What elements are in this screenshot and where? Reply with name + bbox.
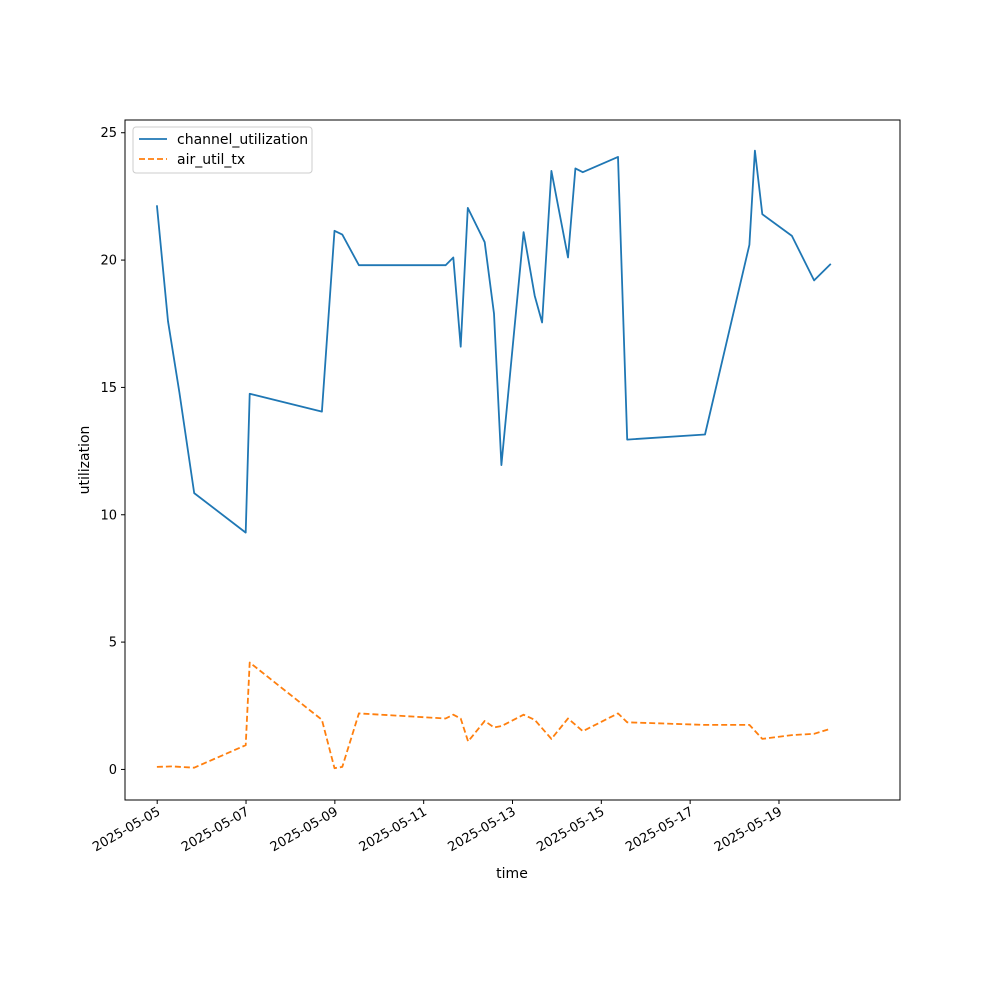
y-tick-label: 20 [100,254,117,269]
series-line-air-util-tx [156,661,832,770]
legend: channel_utilization air_util_tx [132,126,313,174]
y-tick-label: 10 [100,508,117,523]
y-tick-label: 25 [100,126,117,141]
y-tick-label: 5 [109,636,117,651]
y-axis-label: utilization [77,426,93,495]
legend-label-channel-utilization: channel_utilization [177,132,308,148]
y-axis: 0 5 10 15 20 25 [100,126,125,778]
y-tick-label: 15 [100,381,117,396]
legend-box [132,126,313,174]
legend-label-air-util-tx: air_util_tx [177,152,245,168]
y-tick-label: 0 [109,763,117,778]
series-layer [156,149,832,770]
series-line-channel-utilization [156,149,832,534]
x-axis-label: time [496,866,528,882]
